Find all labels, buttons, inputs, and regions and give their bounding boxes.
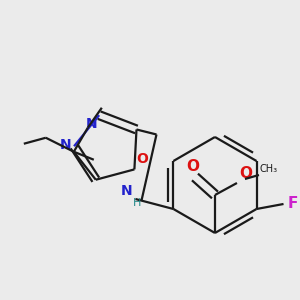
Text: N: N — [59, 138, 71, 152]
Text: H: H — [132, 198, 141, 208]
Text: O: O — [239, 166, 252, 181]
Text: O: O — [136, 152, 148, 167]
Text: N: N — [121, 184, 132, 198]
Text: F: F — [287, 196, 298, 211]
Text: N: N — [85, 117, 97, 131]
Text: CH₃: CH₃ — [260, 164, 278, 174]
Text: O: O — [187, 159, 200, 174]
